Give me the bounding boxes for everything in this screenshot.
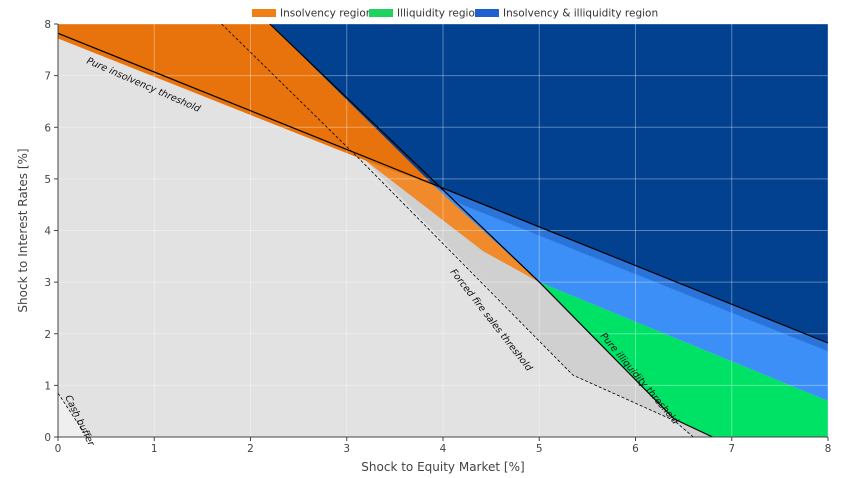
- legend-label: Insolvency & illiquidity region: [503, 8, 658, 20]
- y-tick-label: 7: [44, 71, 51, 83]
- legend-swatch: [252, 9, 276, 17]
- x-tick-label: 2: [247, 443, 254, 455]
- axes: 0 1 2 3 4 5 6 7 8 0 1 2 3 4 5 6 7 8: [44, 19, 831, 455]
- legend-swatch: [475, 9, 499, 17]
- threshold-line-0: [57, 32, 829, 344]
- x-tick-label: 8: [825, 443, 832, 455]
- x-tick-label: 0: [55, 443, 62, 455]
- legend-item: Insolvency & illiquidity region: [475, 8, 658, 20]
- legend-item: Illiquidity region: [369, 8, 482, 20]
- y-tick-label: 4: [44, 226, 51, 238]
- legend-swatch: [369, 9, 393, 17]
- region-both-light: [433, 185, 828, 401]
- y-tick-label: 3: [44, 277, 51, 289]
- legend-label: Illiquidity region: [397, 8, 482, 20]
- x-tick-label: 6: [632, 443, 639, 455]
- x-tick-label: 5: [536, 443, 543, 455]
- plot-area: [58, 24, 828, 438]
- y-tick-label: 5: [44, 174, 51, 186]
- region-insolvency-light: [366, 160, 540, 283]
- y-tick-label: 1: [44, 380, 51, 392]
- y-tick-label: 8: [44, 19, 51, 31]
- region-illiquidity: [539, 282, 828, 437]
- y-tick-label: 0: [44, 432, 51, 444]
- threshold-line-3: [57, 392, 88, 438]
- y-tick-label: 6: [44, 122, 51, 134]
- legend: Insolvency region Illiquidity region Insol…: [252, 8, 658, 20]
- legend-item: Insolvency region: [252, 8, 372, 20]
- region-both-mid: [433, 185, 828, 352]
- y-axis-label: Shock to Interest Rates [%]: [16, 148, 30, 312]
- threshold-line-1: [269, 23, 713, 438]
- region-both-dark: [269, 24, 828, 343]
- legend-label: Insolvency region: [280, 8, 372, 20]
- x-tick-label: 3: [343, 443, 350, 455]
- x-tick-label: 4: [440, 443, 447, 455]
- x-tick-label: 7: [728, 443, 735, 455]
- fire-sales-band: [364, 159, 713, 438]
- x-axis-label: Shock to Equity Market [%]: [361, 460, 524, 474]
- region-insolvency: [58, 24, 540, 283]
- y-tick-label: 2: [44, 329, 51, 341]
- threshold-line-2: [221, 23, 694, 438]
- region-cash-buffer: [58, 393, 87, 437]
- x-tick-label: 1: [151, 443, 158, 455]
- threshold-lines: [57, 23, 829, 438]
